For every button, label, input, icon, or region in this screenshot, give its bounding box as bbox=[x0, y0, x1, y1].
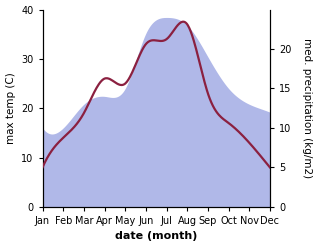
Y-axis label: med. precipitation (kg/m2): med. precipitation (kg/m2) bbox=[302, 38, 313, 178]
X-axis label: date (month): date (month) bbox=[115, 231, 197, 242]
Y-axis label: max temp (C): max temp (C) bbox=[5, 72, 16, 144]
